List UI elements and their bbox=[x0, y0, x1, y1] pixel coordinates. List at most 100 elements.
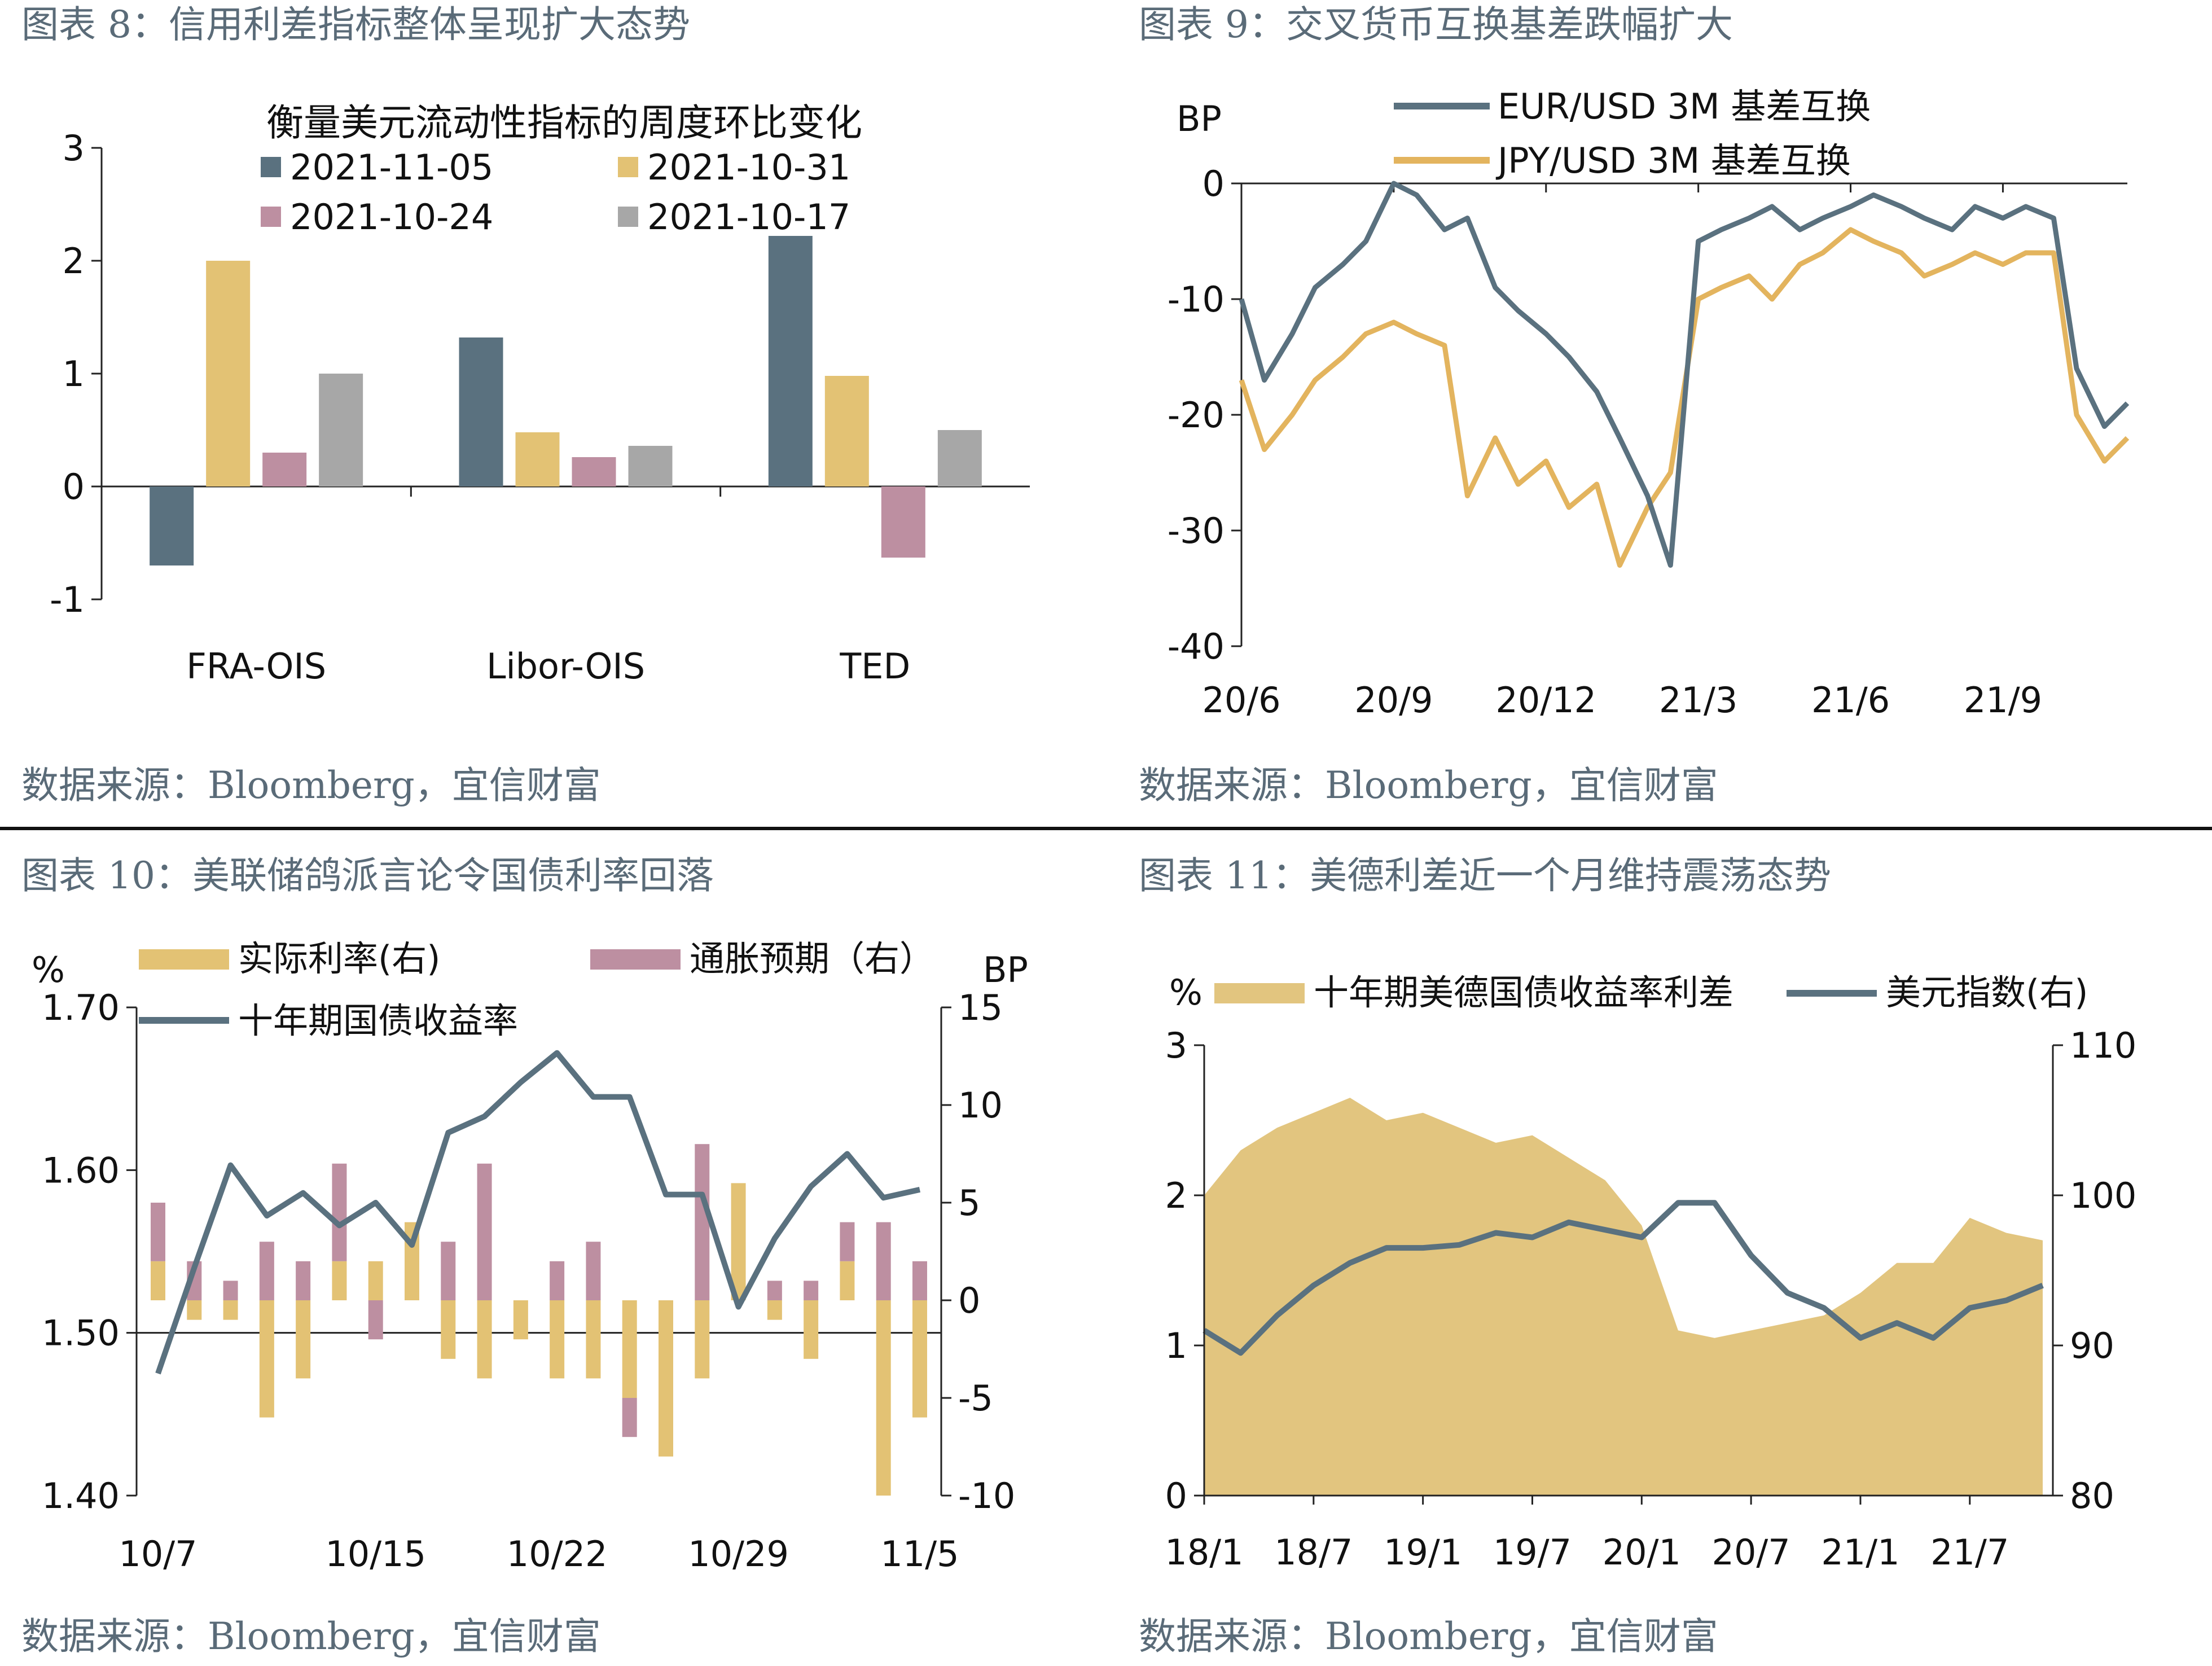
bar-real-22 bbox=[912, 1300, 927, 1418]
panel-1-source: 数据来源：Bloomberg，宜信财富 bbox=[21, 764, 601, 807]
chart-2-y-tick-label: 0 bbox=[1202, 163, 1224, 204]
bar-real-11 bbox=[513, 1300, 528, 1340]
legend-swatch-3 bbox=[261, 207, 281, 227]
bar-infl-16 bbox=[695, 1144, 710, 1300]
chart-2-basis-swap-lines: BP EUR/USD 3M 基差互换 JPY/USD 3M 基差互换 0 -10 -… bbox=[1168, 86, 2130, 721]
chart-4-right-tick-label: 80 bbox=[2070, 1475, 2114, 1516]
chart-3-left-unit: % bbox=[32, 949, 65, 990]
bar-infl-4 bbox=[259, 1242, 274, 1300]
panel-3-source: 数据来源：Bloomberg，宜信财富 bbox=[21, 1615, 601, 1658]
bar-infl-12 bbox=[550, 1261, 565, 1300]
chart-2-x-tick-label: 21/9 bbox=[1964, 679, 2042, 721]
chart-3-right-tick-label: 0 bbox=[958, 1280, 980, 1321]
bar-real-14 bbox=[622, 1300, 637, 1398]
chart-4-legend: 十年期美德国债收益率利差 美元指数(右) bbox=[1214, 972, 2088, 1013]
panel-2-caption: 图表 9：交叉货币互换基差跌幅扩大 bbox=[1139, 3, 1733, 46]
chart-4-x-tick-label: 21/7 bbox=[1930, 1532, 2009, 1573]
chart-2-x-tick-label: 20/9 bbox=[1354, 679, 1433, 721]
bar-real-4 bbox=[259, 1300, 274, 1418]
panel-1-caption: 图表 8：信用利差指标整体呈现扩大态势 bbox=[21, 3, 690, 46]
bar-real-9 bbox=[441, 1300, 456, 1359]
panel-4-source: 数据来源：Bloomberg，宜信财富 bbox=[1139, 1615, 1718, 1658]
chart-2-x-tick-label: 20/6 bbox=[1202, 679, 1280, 721]
bar-2-2 bbox=[515, 432, 560, 486]
chart-4-x-tick-label: 20/1 bbox=[1603, 1532, 1681, 1573]
chart-3-right-tick-label: -10 bbox=[958, 1475, 1015, 1516]
panel-4-caption: 图表 11：美德利差近一个月维持震荡态势 bbox=[1139, 854, 1831, 897]
bar-infl-18 bbox=[767, 1281, 782, 1300]
bar-real-1 bbox=[151, 1261, 165, 1300]
bar-4-3 bbox=[937, 430, 982, 486]
chart-3-legend: 实际利率(右) 通胀预期（右） 十年期国债收益率 bbox=[139, 938, 934, 1041]
bar-4-2 bbox=[628, 446, 673, 486]
legend-label-dxy: 美元指数(右) bbox=[1886, 972, 2088, 1013]
legend-label-real-rate: 实际利率(右) bbox=[238, 938, 440, 979]
chart-2-y-tick-label: -20 bbox=[1168, 394, 1224, 436]
panel-3-caption: 图表 10：美联储鸽派言论令国债利率回落 bbox=[21, 854, 714, 897]
chart-1-y-tick-label: 0 bbox=[63, 466, 85, 507]
chart-3-x-tick-label: 10/15 bbox=[325, 1533, 426, 1575]
chart-3-right-unit: BP bbox=[983, 949, 1028, 990]
bar-infl-6 bbox=[332, 1163, 347, 1261]
bar-real-12 bbox=[550, 1300, 565, 1379]
chart-1-title: 衡量美元流动性指标的周度环比变化 bbox=[266, 101, 862, 144]
legend-label-yield: 十年期国债收益率 bbox=[238, 1000, 518, 1041]
series-line-dxy bbox=[1202, 1200, 2044, 1356]
chart-2-y-tick-label: -30 bbox=[1168, 510, 1224, 551]
legend-label-eur: EUR/USD 3M 基差互换 bbox=[1498, 86, 1871, 127]
chart-4-x-tick-label: 18/1 bbox=[1165, 1532, 1243, 1573]
chart-2-x-tick-label: 21/3 bbox=[1659, 679, 1737, 721]
legend-label-inflation: 通胀预期（右） bbox=[690, 938, 934, 979]
chart-2-legend: EUR/USD 3M 基差互换 JPY/USD 3M 基差互换 bbox=[1394, 86, 1871, 181]
bar-infl-3 bbox=[223, 1281, 238, 1300]
bar-1-2 bbox=[459, 337, 503, 486]
legend-label-jpy: JPY/USD 3M 基差互换 bbox=[1495, 140, 1851, 181]
bar-3-2 bbox=[572, 457, 616, 486]
chart-3-left-tick-label: 1.40 bbox=[42, 1475, 120, 1516]
bar-infl-20 bbox=[840, 1222, 855, 1261]
legend-label-3: 2021-10-24 bbox=[290, 196, 493, 238]
chart-2-x-tick-label: 20/12 bbox=[1495, 679, 1596, 721]
bar-infl-9 bbox=[441, 1242, 456, 1300]
bar-real-18 bbox=[767, 1300, 782, 1320]
chart-4-x-tick-label: 18/7 bbox=[1274, 1532, 1353, 1573]
bar-1-3 bbox=[768, 236, 813, 486]
chart-1-x-tick-label: FRA-OIS bbox=[186, 646, 326, 687]
chart-4-left-unit: % bbox=[1169, 972, 1202, 1013]
chart-1-y-tick-label: 1 bbox=[63, 353, 85, 394]
bar-1-1 bbox=[150, 486, 194, 565]
bar-2-3 bbox=[824, 376, 869, 486]
bar-real-5 bbox=[296, 1300, 311, 1379]
legend-label-2: 2021-10-31 bbox=[647, 147, 850, 188]
bar-infl-22 bbox=[912, 1261, 927, 1300]
chart-1-y-tick-label: -1 bbox=[50, 579, 85, 620]
bar-3-3 bbox=[881, 486, 925, 558]
bar-real-19 bbox=[804, 1300, 819, 1359]
bar-real-3 bbox=[223, 1300, 238, 1320]
chart-3-right-tick-label: 10 bbox=[958, 1085, 1003, 1126]
legend-swatch-real-rate bbox=[139, 949, 229, 970]
bar-3-1 bbox=[262, 453, 307, 486]
series-area-spread bbox=[1204, 1098, 2043, 1496]
legend-swatch-1 bbox=[261, 157, 281, 177]
legend-swatch-2 bbox=[618, 157, 638, 177]
bar-2-1 bbox=[206, 261, 251, 486]
chart-3-x-tick-label: 10/22 bbox=[507, 1533, 608, 1575]
chart-4-spread-dxy: % 十年期美德国债收益率利差 美元指数(右) 3 2 1 0 110 100 90 80 18/… bbox=[1165, 972, 2136, 1573]
bar-4-1 bbox=[319, 374, 363, 486]
chart-4-right-tick-label: 100 bbox=[2070, 1175, 2136, 1216]
bar-real-10 bbox=[477, 1300, 492, 1379]
series-line-yield bbox=[155, 1050, 921, 1375]
chart-3-left-tick-label: 1.60 bbox=[42, 1150, 120, 1191]
chart-4-right-tick-label: 90 bbox=[2070, 1325, 2114, 1366]
legend-swatch-inflation bbox=[590, 949, 681, 970]
chart-4-x-tick-label: 19/7 bbox=[1493, 1532, 1572, 1573]
chart-1-x-tick-label: Libor-OIS bbox=[486, 646, 645, 687]
chart-1-x-tick-label: TED bbox=[839, 646, 910, 687]
chart-1-y-tick-label: 3 bbox=[63, 128, 85, 169]
chart-2-x-tick-label: 21/6 bbox=[1811, 679, 1890, 721]
bar-real-13 bbox=[586, 1300, 601, 1379]
chart-3-x-tick-label: 11/5 bbox=[880, 1533, 959, 1575]
chart-3-left-tick-label: 1.50 bbox=[42, 1313, 120, 1354]
